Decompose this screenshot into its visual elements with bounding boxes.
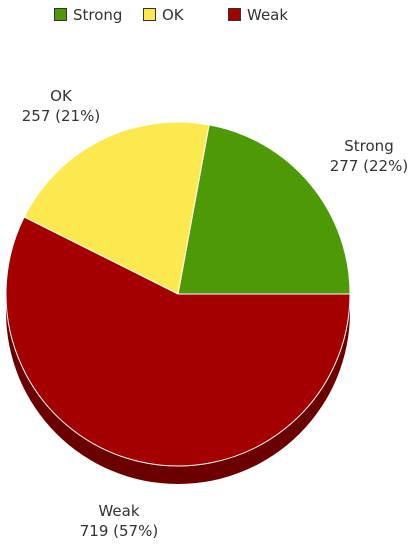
data-label-name-ok: OK	[50, 87, 73, 105]
legend-label-ok: OK	[162, 6, 184, 24]
pie-slice-weak	[5, 216, 351, 467]
legend-label-weak: Weak	[247, 6, 289, 24]
data-label-value-weak: 719 (57%)	[80, 522, 158, 540]
pie-slice-ok	[23, 121, 210, 295]
legend-swatch-ok	[143, 8, 156, 21]
pie-slice-strong	[177, 124, 351, 295]
data-label-name-weak: Weak	[98, 502, 139, 520]
legend-swatch-weak	[228, 8, 241, 21]
legend-label-strong: Strong	[73, 6, 123, 24]
legend-swatch-strong	[54, 8, 67, 21]
legend-item-ok[interactable]: OK	[143, 5, 184, 25]
data-label-value-ok: 257 (21%)	[22, 107, 100, 125]
legend-item-weak[interactable]: Weak	[228, 5, 288, 25]
legend-item-strong[interactable]: Strong	[54, 5, 122, 25]
data-label-name-strong: Strong	[344, 137, 393, 155]
data-label-value-strong: 277 (22%)	[330, 157, 408, 175]
